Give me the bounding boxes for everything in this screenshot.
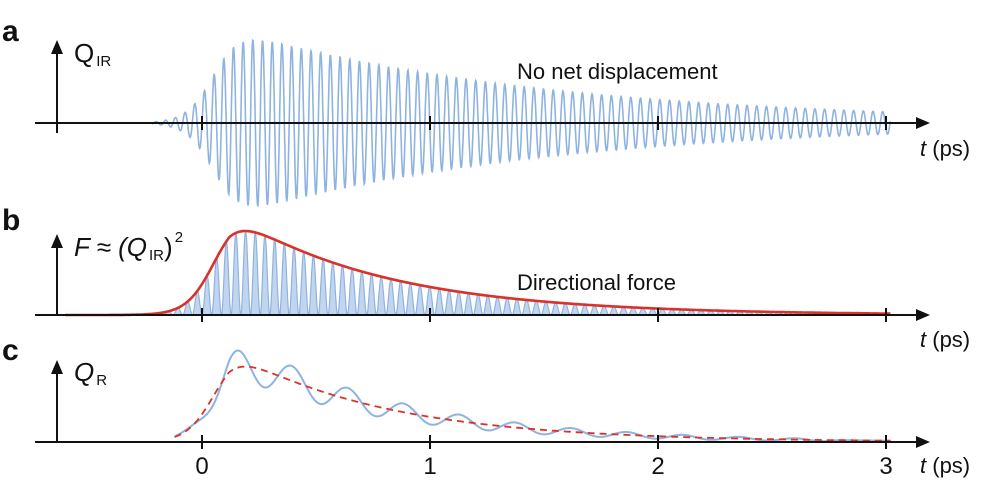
panel-c-xlabel: t (ps) — [920, 453, 970, 478]
panel-a-x-arrow — [916, 117, 930, 129]
panel-b-series-force-envelope — [65, 229, 891, 317]
panel-c-x-arrow — [916, 436, 930, 448]
panel-c-ylabel-symbol: Q — [74, 357, 94, 387]
panel-b-plot — [65, 229, 891, 317]
panel-a-annotation: No net displacement — [517, 59, 718, 84]
x-tick-label-0: 0 — [195, 453, 208, 480]
panel-b-x-arrow — [916, 309, 930, 321]
panel-a-letter: a — [2, 15, 19, 48]
panel-c-y-arrow — [51, 360, 63, 374]
panel-c-tick-labels: 0 1 2 3 — [195, 453, 892, 480]
panel-b-ticks — [201, 308, 887, 322]
panel-c-series-qr — [174, 349, 891, 443]
svg-text:F ≈ (QIR)2: F ≈ (Q IR) 2 — [74, 229, 183, 264]
panel-b-letter: b — [2, 204, 20, 237]
panel-c-ylabel-sub: R — [96, 372, 107, 389]
panel-a-y-arrow — [51, 40, 63, 54]
x-tick-label-1: 1 — [423, 453, 436, 480]
panel-b-ylabel-symbol: F ≈ (Q — [74, 232, 147, 262]
x-tick-label-2: 2 — [651, 453, 664, 480]
panel-b-y-arrow — [51, 234, 63, 248]
panel-b-ylabel-sub: IR — [149, 247, 164, 264]
panel-c-series-qr-average — [174, 365, 891, 442]
panel-b-ylabel: F ≈ (Q IR) 2 — [74, 229, 183, 264]
svg-text:QIR: Q IR — [74, 38, 111, 70]
panel-c-letter: c — [2, 334, 19, 367]
panel-b-ylabel-sup: 2 — [175, 229, 183, 246]
panel-a-ylabel-sub: IR — [96, 53, 111, 70]
panel-b: b F ≈ (Q IR) 2 Directional force t (ps) — [2, 204, 970, 352]
panel-a-series-qir — [151, 38, 891, 208]
panel-a: a Q IR No net displacement t (ps) — [2, 15, 970, 208]
panel-a-plot — [151, 38, 891, 208]
panel-b-series-qir-squared — [65, 230, 891, 317]
panel-b-ylabel-close: ) — [164, 232, 173, 262]
svg-text:QR: QR — [74, 357, 107, 389]
panel-c-ticks — [201, 435, 887, 449]
panel-b-annotation: Directional force — [517, 270, 676, 295]
panel-a-ylabel: Q IR — [74, 38, 111, 70]
panel-a-ticks — [201, 116, 887, 130]
panel-c-plot — [174, 349, 891, 443]
panel-b-xlabel: t (ps) — [920, 327, 970, 352]
panel-a-xlabel: t (ps) — [920, 136, 970, 161]
panel-a-ylabel-symbol: Q — [74, 38, 94, 68]
x-tick-label-3: 3 — [879, 453, 892, 480]
